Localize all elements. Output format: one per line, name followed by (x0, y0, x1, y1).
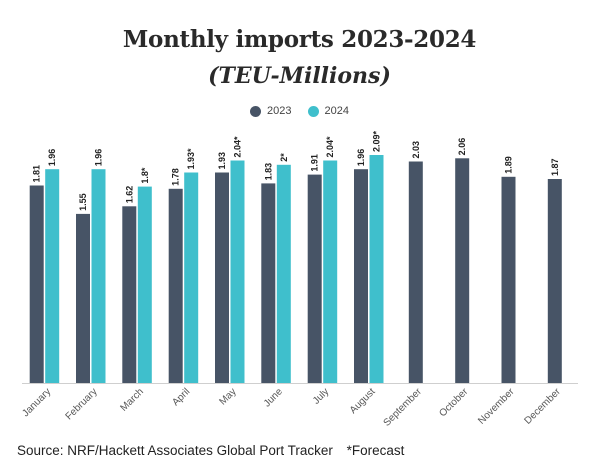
legend-swatch-2024 (307, 105, 319, 117)
x-tick-label-march: March (118, 386, 145, 413)
source-text: Source: NRF/Hackett Associates Global Po… (17, 443, 333, 458)
bar-2024-july (323, 160, 338, 383)
bar-2023-july (307, 174, 322, 383)
bar-2024-april (184, 172, 199, 383)
chart-subtitle: (TEU-Millions) (208, 63, 391, 89)
bar-2023-april (168, 188, 183, 383)
data-label-2023-october: 2.06 (457, 138, 467, 156)
forecast-note: *Forecast (346, 443, 405, 458)
bar-2023-september (408, 161, 423, 383)
bar-2023-october (455, 158, 470, 383)
legend-item-2024: 2024 (307, 105, 349, 117)
data-label-2024-june: 2* (279, 153, 289, 162)
data-label-2023-september: 2.03 (411, 141, 421, 159)
data-label-2023-march: 1.62 (124, 186, 134, 204)
source-footer: Source: NRF/Hackett Associates Global Po… (17, 443, 404, 458)
data-label-2023-may: 1.93 (217, 152, 227, 170)
data-label-2023-july: 1.91 (310, 154, 320, 172)
data-label-2023-february: 1.55 (78, 193, 88, 211)
x-tick-label-december: December (523, 386, 564, 427)
x-tick-label-june: June (262, 386, 285, 409)
data-label-2024-july: 2.04* (325, 136, 335, 158)
x-tick-label-august: August (348, 386, 378, 416)
bar-2023-june (261, 183, 276, 383)
data-label-2023-november: 1.89 (504, 156, 514, 174)
data-label-2024-january: 1.96 (47, 149, 57, 167)
bar-2024-february (91, 169, 106, 383)
legend-item-2023: 2023 (250, 105, 292, 117)
data-label-2024-may: 2.04* (233, 136, 243, 158)
x-tick-label-october: October (437, 386, 470, 419)
data-label-2023-august: 1.96 (356, 149, 366, 167)
legend: 2023 2024 (0, 103, 599, 119)
data-label-2023-april: 1.78 (171, 168, 181, 186)
bar-2023-november (501, 176, 516, 383)
chart-title: Monthly imports 2023-2024 (122, 26, 477, 53)
bar-2024-june (276, 164, 291, 383)
bar-2024-january (45, 169, 60, 383)
x-tick-label-july: July (311, 386, 331, 406)
bar-2023-march (122, 206, 137, 383)
x-tick-label-may: May (217, 386, 238, 407)
bar-2023-december (547, 179, 562, 383)
data-label-2024-march: 1.8* (140, 167, 150, 184)
data-label-2023-june: 1.83 (263, 163, 273, 181)
x-tick-label-february: February (64, 386, 100, 422)
data-label-2024-august: 2.09* (372, 130, 382, 152)
data-label-2024-february: 1.96 (94, 149, 104, 167)
bar-2023-august (354, 169, 368, 383)
legend-label-2023: 2023 (267, 105, 292, 117)
x-tick-label-january: January (20, 386, 53, 419)
bar-2023-may (215, 172, 229, 383)
legend-swatch-2023 (250, 105, 262, 117)
x-tick-label-november: November (476, 386, 517, 427)
bar-2024-may (230, 160, 245, 383)
bar-2024-august (369, 155, 384, 383)
bar-2024-march (137, 186, 152, 383)
legend-label-2024: 2024 (324, 105, 349, 117)
data-label-2024-april: 1.93* (186, 148, 196, 170)
data-label-2023-january: 1.81 (32, 165, 42, 183)
bar-2023-february (76, 213, 90, 383)
bar-2023-january (29, 185, 44, 383)
data-label-2023-december: 1.87 (550, 158, 560, 176)
x-tick-label-april: April (170, 386, 192, 408)
x-tick-label-september: September (382, 386, 425, 429)
